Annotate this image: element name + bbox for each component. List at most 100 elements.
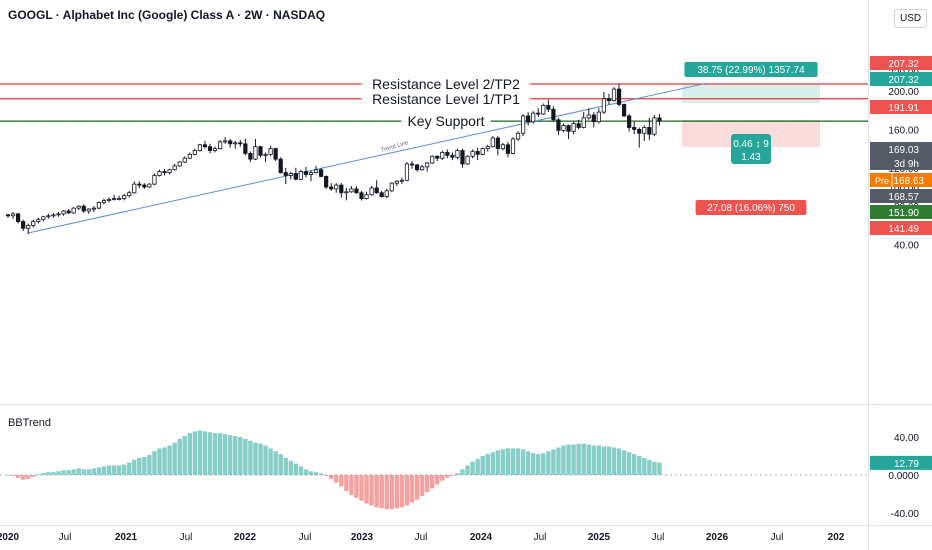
candle-down xyxy=(374,187,379,194)
bbtrend-bar xyxy=(56,471,61,475)
candle-down xyxy=(318,169,324,177)
bbtrend-bar xyxy=(536,454,541,475)
tag-191-bg xyxy=(870,100,932,114)
candle-down xyxy=(414,164,420,171)
candle-up xyxy=(192,150,197,155)
candle-up xyxy=(147,183,152,188)
candle-up xyxy=(157,171,162,176)
bbtrend-bar xyxy=(586,444,591,475)
bbtrend-bar xyxy=(253,442,258,475)
candle-up xyxy=(531,112,536,123)
candle-up xyxy=(521,115,526,134)
tag-168: 168.57 xyxy=(888,192,919,203)
bbtrend-bar xyxy=(652,461,657,475)
bbtrend-bar xyxy=(354,475,359,498)
candle-up xyxy=(167,169,172,174)
bbtrend-bar xyxy=(167,445,172,475)
bbtrend-bar xyxy=(147,455,152,475)
candle-down xyxy=(273,148,278,160)
resistance-1-label: Resistance Level 1/TP1 xyxy=(372,91,520,107)
candle-up xyxy=(515,132,521,140)
indicator-title[interactable]: BBTrend xyxy=(8,417,52,429)
candle-up xyxy=(288,173,293,176)
tag-207-b: 207.32 xyxy=(888,75,919,86)
time-axis[interactable]: 2020 Jul 2021 Jul 2022 Jul 2023 Jul 2024 Jul 2025 J… xyxy=(0,525,932,550)
bbtrend-bar xyxy=(399,475,405,508)
bbtrend-bar xyxy=(465,465,470,475)
bbtrend-bar xyxy=(576,443,581,475)
symbol-title[interactable]: GOOGL · Alphabet Inc (Google) Class A · … xyxy=(8,8,326,22)
bbtrend-bar xyxy=(500,449,506,475)
candle-down xyxy=(566,125,571,132)
candle-up xyxy=(253,146,258,160)
candle-down xyxy=(551,108,556,121)
candle-up xyxy=(71,207,76,214)
bbtrend-bar xyxy=(632,454,637,475)
bbtrend-bar xyxy=(601,446,607,475)
candle-up xyxy=(586,114,591,119)
price-tick: 40.00 xyxy=(894,241,919,252)
tag-191: 191.91 xyxy=(888,103,919,114)
bbtrend-bar xyxy=(207,432,213,475)
candle-up xyxy=(36,219,41,222)
time-tick: 2022 xyxy=(234,532,257,543)
bbtrend-bar xyxy=(404,475,410,506)
bbtrend-bar xyxy=(591,445,596,475)
candle-up xyxy=(480,148,485,155)
bbtrend-bar xyxy=(546,451,551,475)
bbtrend-bar xyxy=(541,453,546,475)
pane-divider[interactable] xyxy=(0,404,932,405)
time-tick: 2023 xyxy=(351,532,374,543)
bbtrend-bar xyxy=(192,431,198,475)
tag-last: 169.03 xyxy=(888,145,919,156)
candle-down xyxy=(248,152,253,160)
price-tick: 100.00 xyxy=(888,183,919,194)
indicator-tick: -40.00 xyxy=(891,509,920,520)
tag-countdown-bg xyxy=(870,156,932,170)
bbtrend-bar xyxy=(222,434,228,475)
candle-down xyxy=(627,115,632,128)
currency-button[interactable]: USD xyxy=(894,9,928,28)
candle-up xyxy=(389,182,394,192)
bbtrend-bar xyxy=(268,448,273,475)
candle-up xyxy=(652,117,657,135)
candle-up xyxy=(485,146,490,149)
candle-down xyxy=(228,140,233,145)
bbtrend-bar xyxy=(637,456,642,475)
bbtrend-bar xyxy=(334,475,339,483)
bbtrend-bar xyxy=(273,451,278,475)
candle-up xyxy=(127,192,132,197)
candle-up xyxy=(344,191,349,194)
candle-down xyxy=(21,221,26,229)
bbtrend-bar xyxy=(364,475,369,504)
candle-down xyxy=(475,151,480,155)
bbtrend-bar xyxy=(91,468,97,475)
candle-up xyxy=(51,214,56,217)
candle-up xyxy=(384,190,389,197)
candle-down xyxy=(293,173,298,180)
bbtrend-bar xyxy=(445,475,450,478)
candle-up xyxy=(212,148,218,151)
bbtrend-bar xyxy=(349,475,354,495)
candle-down xyxy=(303,171,309,175)
indicator-tick: 0.0000 xyxy=(888,471,919,482)
target-label-bg xyxy=(684,62,818,77)
bbtrend-bar xyxy=(278,454,283,475)
candle-down xyxy=(409,163,415,166)
candle-down xyxy=(495,137,500,149)
bbtrend-bar xyxy=(76,468,81,475)
tag-pre-bg xyxy=(870,173,932,187)
indicator-pane[interactable]: 40.00 0.0000 -40.00 12.79 xyxy=(0,405,932,525)
candle-up xyxy=(96,201,101,209)
bbtrend-bar xyxy=(96,467,102,475)
bbtrend-bar xyxy=(323,475,329,476)
candle-down xyxy=(81,205,86,212)
candle-up xyxy=(132,183,137,194)
candle-down xyxy=(354,188,359,194)
candle-up xyxy=(41,216,46,221)
candle-up xyxy=(596,111,601,123)
bbtrend-bar xyxy=(379,475,384,509)
bbtrend-bar xyxy=(238,437,243,475)
candle-up xyxy=(561,125,566,131)
